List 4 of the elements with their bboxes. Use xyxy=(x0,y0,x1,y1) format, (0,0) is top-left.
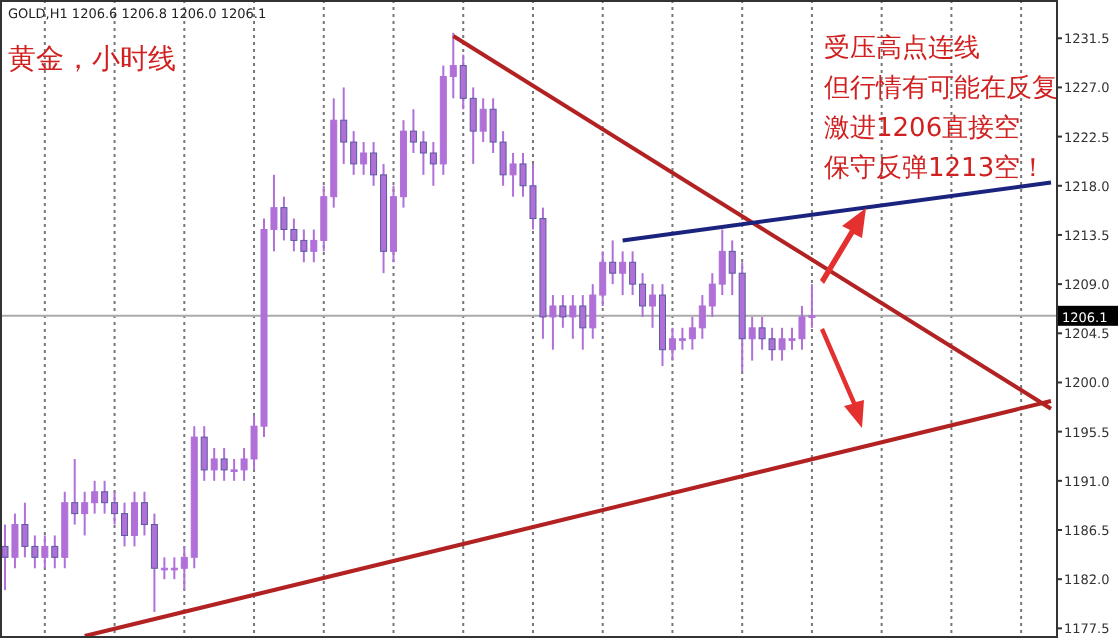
annotation: 受压高点连线 xyxy=(824,32,980,64)
text: 黄金，小时线 xyxy=(8,44,176,76)
annotation: 保守反弹1213空！ xyxy=(824,154,1047,184)
annotation: 激进1206直接空 xyxy=(824,114,1021,144)
